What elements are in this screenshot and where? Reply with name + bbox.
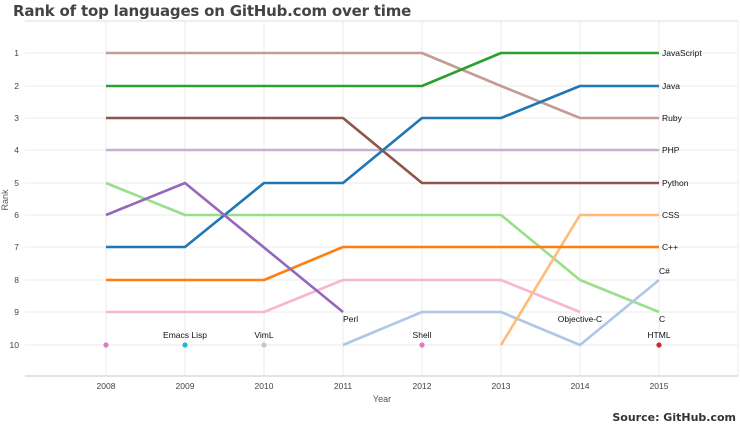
chart-title: Rank of top languages on GitHub.com over…: [13, 2, 412, 20]
series-css: [499, 213, 659, 346]
y-tick: 2: [14, 81, 19, 91]
marker-viml-2010: [261, 342, 267, 348]
y-tick: 1: [14, 48, 19, 58]
y-tick: 9: [14, 307, 19, 317]
y-tick: 7: [14, 242, 19, 252]
series-cpp: [106, 245, 659, 282]
marker-shell-2008: [103, 342, 109, 348]
x-tick: 2008: [97, 381, 116, 391]
label-viml: VimL: [254, 330, 273, 340]
label-javascript: JavaScript: [662, 48, 702, 58]
series-objective-c: [106, 278, 581, 314]
x-axis-ticks: 2008 2009 2010 2011 2012 2013 2014 2015: [97, 381, 669, 391]
x-tick: 2009: [176, 381, 195, 391]
y-tick: 8: [14, 275, 19, 285]
series-java: [106, 84, 659, 249]
y-axis-ticks: 1 2 3 4 5 6 7 8 9 10: [10, 48, 20, 350]
series-c: [105, 181, 660, 314]
x-tick: 2012: [413, 381, 432, 391]
label-cpp: C++: [662, 242, 678, 252]
point-markers: [103, 342, 662, 348]
label-java: Java: [662, 81, 680, 91]
series-labels: JavaScript Java Ruby PHP Python CSS C++ …: [163, 48, 702, 340]
series-javascript: [106, 51, 659, 88]
x-axis-title: Year: [373, 394, 391, 404]
x-tick: 2011: [334, 381, 353, 391]
marker-html-2015: [656, 342, 662, 348]
marker-emacs-lisp-2009: [182, 342, 188, 348]
source-caption: Source: GitHub.com: [612, 411, 736, 424]
x-tick: 2014: [571, 381, 590, 391]
label-shell: Shell: [413, 330, 432, 340]
label-c: C: [659, 314, 665, 324]
y-tick: 5: [14, 178, 19, 188]
series-ruby: [106, 51, 659, 120]
x-tick: 2010: [255, 381, 274, 391]
series-csharp: [342, 278, 660, 347]
series-perl: [105, 181, 344, 314]
label-php: PHP: [662, 145, 680, 155]
y-tick: 4: [14, 145, 19, 155]
grid: [25, 20, 739, 376]
y-tick: 10: [10, 340, 20, 350]
label-html: HTML: [647, 330, 670, 340]
x-tick: 2015: [650, 381, 669, 391]
label-ruby: Ruby: [662, 113, 683, 123]
x-tick: 2013: [492, 381, 511, 391]
y-axis-title: Rank: [0, 189, 10, 211]
label-perl: Perl: [343, 314, 358, 324]
label-objective-c: Objective-C: [558, 314, 602, 324]
label-emacs-lisp: Emacs Lisp: [163, 330, 207, 340]
y-tick: 6: [14, 210, 19, 220]
y-tick: 3: [14, 113, 19, 123]
label-css: CSS: [662, 210, 680, 220]
label-python: Python: [662, 178, 689, 188]
marker-shell-2012: [419, 342, 425, 348]
label-csharp: C#: [659, 266, 670, 276]
